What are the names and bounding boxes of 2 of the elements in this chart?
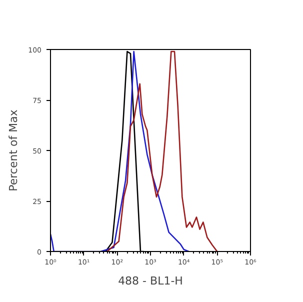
x-axis-title: 488 - BL1-H [118, 274, 183, 288]
y-axis-title: Percent of Max [7, 109, 20, 192]
